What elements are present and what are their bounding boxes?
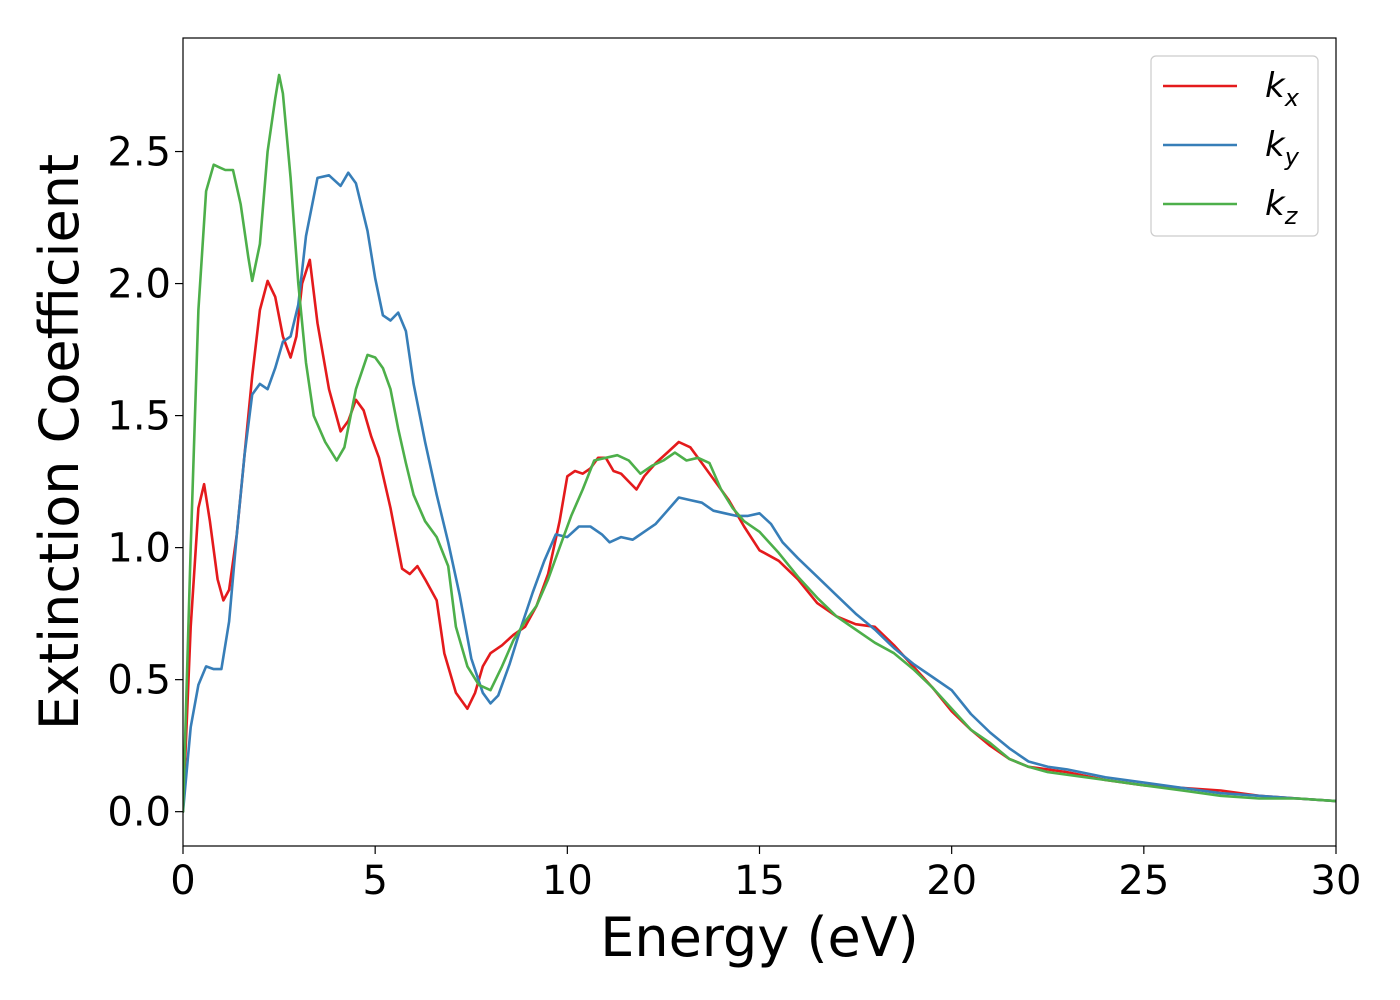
x-tick-label: 5 (362, 858, 387, 904)
x-tick-label: 0 (170, 858, 195, 904)
y-tick-label: 2.0 (107, 262, 171, 308)
y-tick-label: 1.5 (107, 394, 171, 440)
y-axis-title: Extinction Coefficient (28, 154, 91, 730)
y-tick-label: 2.5 (107, 130, 171, 176)
x-tick-label: 15 (734, 858, 785, 904)
x-tick-label: 20 (926, 858, 977, 904)
y-tick-label: 0.0 (107, 790, 171, 836)
y-tick-label: 1.0 (107, 526, 171, 572)
ticks-layer: 0 5 10 15 20 25 30 0.0 0.5 1.0 1.5 2.0 2.5 (107, 130, 1361, 904)
x-axis-title: Energy (eV) (600, 906, 919, 969)
x-tick-label: 10 (542, 858, 593, 904)
series-line-k-y (183, 171, 1336, 813)
x-tick-label: 30 (1311, 858, 1362, 904)
series-layer (183, 73, 1336, 813)
series-line-k-z (183, 73, 1336, 813)
x-tick-label: 25 (1118, 858, 1169, 904)
y-tick-label: 0.5 (107, 658, 171, 704)
